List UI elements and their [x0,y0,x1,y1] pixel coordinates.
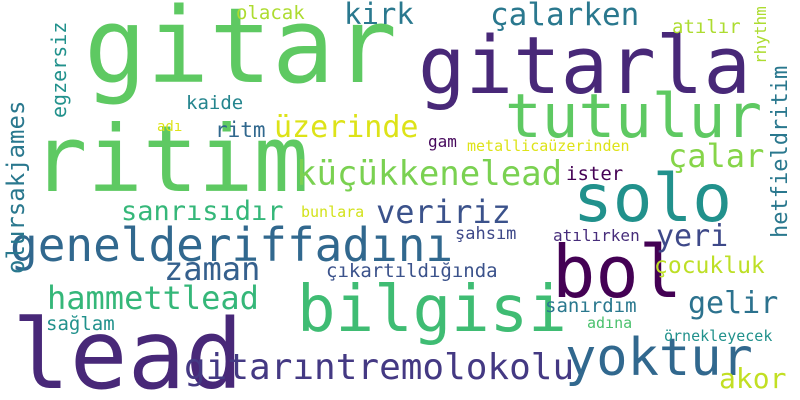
word-ritm: ritm [215,118,266,142]
word-zaman: zaman [164,250,261,288]
word-tutulur: tutulur [505,81,763,152]
word-atilirken: atılırken [553,226,640,245]
word-atilir: atılır [672,16,741,38]
word-gitarintremolokolu: gitarıntremolokolu [184,347,575,388]
word-kirk: kirk [344,0,414,31]
word-genelderiffadini: genelderiffadını [10,218,454,272]
word-hetfieldritim: hetfieldritim [768,65,793,238]
word-cikartildiginda: çıkartıldığında [326,260,498,282]
word-kaide: kaide [186,92,244,114]
word-egzersiz: egzersiz [47,21,71,118]
word-saglam: sağlam [46,313,115,335]
word-uzerinde: üzerinde [274,110,419,145]
word-solo: solo [573,160,732,237]
word-bilgisi: bilgisi [297,273,567,347]
word-sahsim: şahsım [455,224,517,244]
word-gelir: gelir [688,286,779,321]
word-rhythm: rhythm [751,6,770,64]
word-gitar: gitar [84,0,398,107]
word-bol: bol [552,230,683,314]
word-veririz: veririz [376,193,511,231]
word-kucukkenelead: küçükkenelead [296,154,563,194]
word-adi: adı [157,119,183,135]
word-olursakjames: olursakjames [2,100,30,274]
word-gam: gam [428,132,457,151]
word-bunlara: bunlara [301,203,365,221]
word-adina: adına [587,314,633,332]
word-akor: akor [719,362,787,395]
word-yeri: yeri [656,219,729,254]
word-ister: ister [566,163,624,185]
word-sanrisidir: sanrısıdır [121,196,284,227]
word-ornekleyecek: örnekleyecek [664,327,773,345]
word-olacak: olacak [236,2,305,24]
word-gitarla: gitarla [418,20,751,112]
word-lead: lead [12,299,244,400]
word-calar: çalar [668,137,765,175]
word-calarken: çalarken [490,0,640,33]
word-yoktur: yoktur [565,328,753,388]
word-ritim: ritim [32,106,309,213]
word-hammettlead: hammettlead [47,279,259,317]
word-cocukluk: çocukluk [654,253,765,279]
word-metallicauzerinden: metallicaüzerinden [467,137,630,155]
word-sanirdim: sanırdım [545,295,637,317]
